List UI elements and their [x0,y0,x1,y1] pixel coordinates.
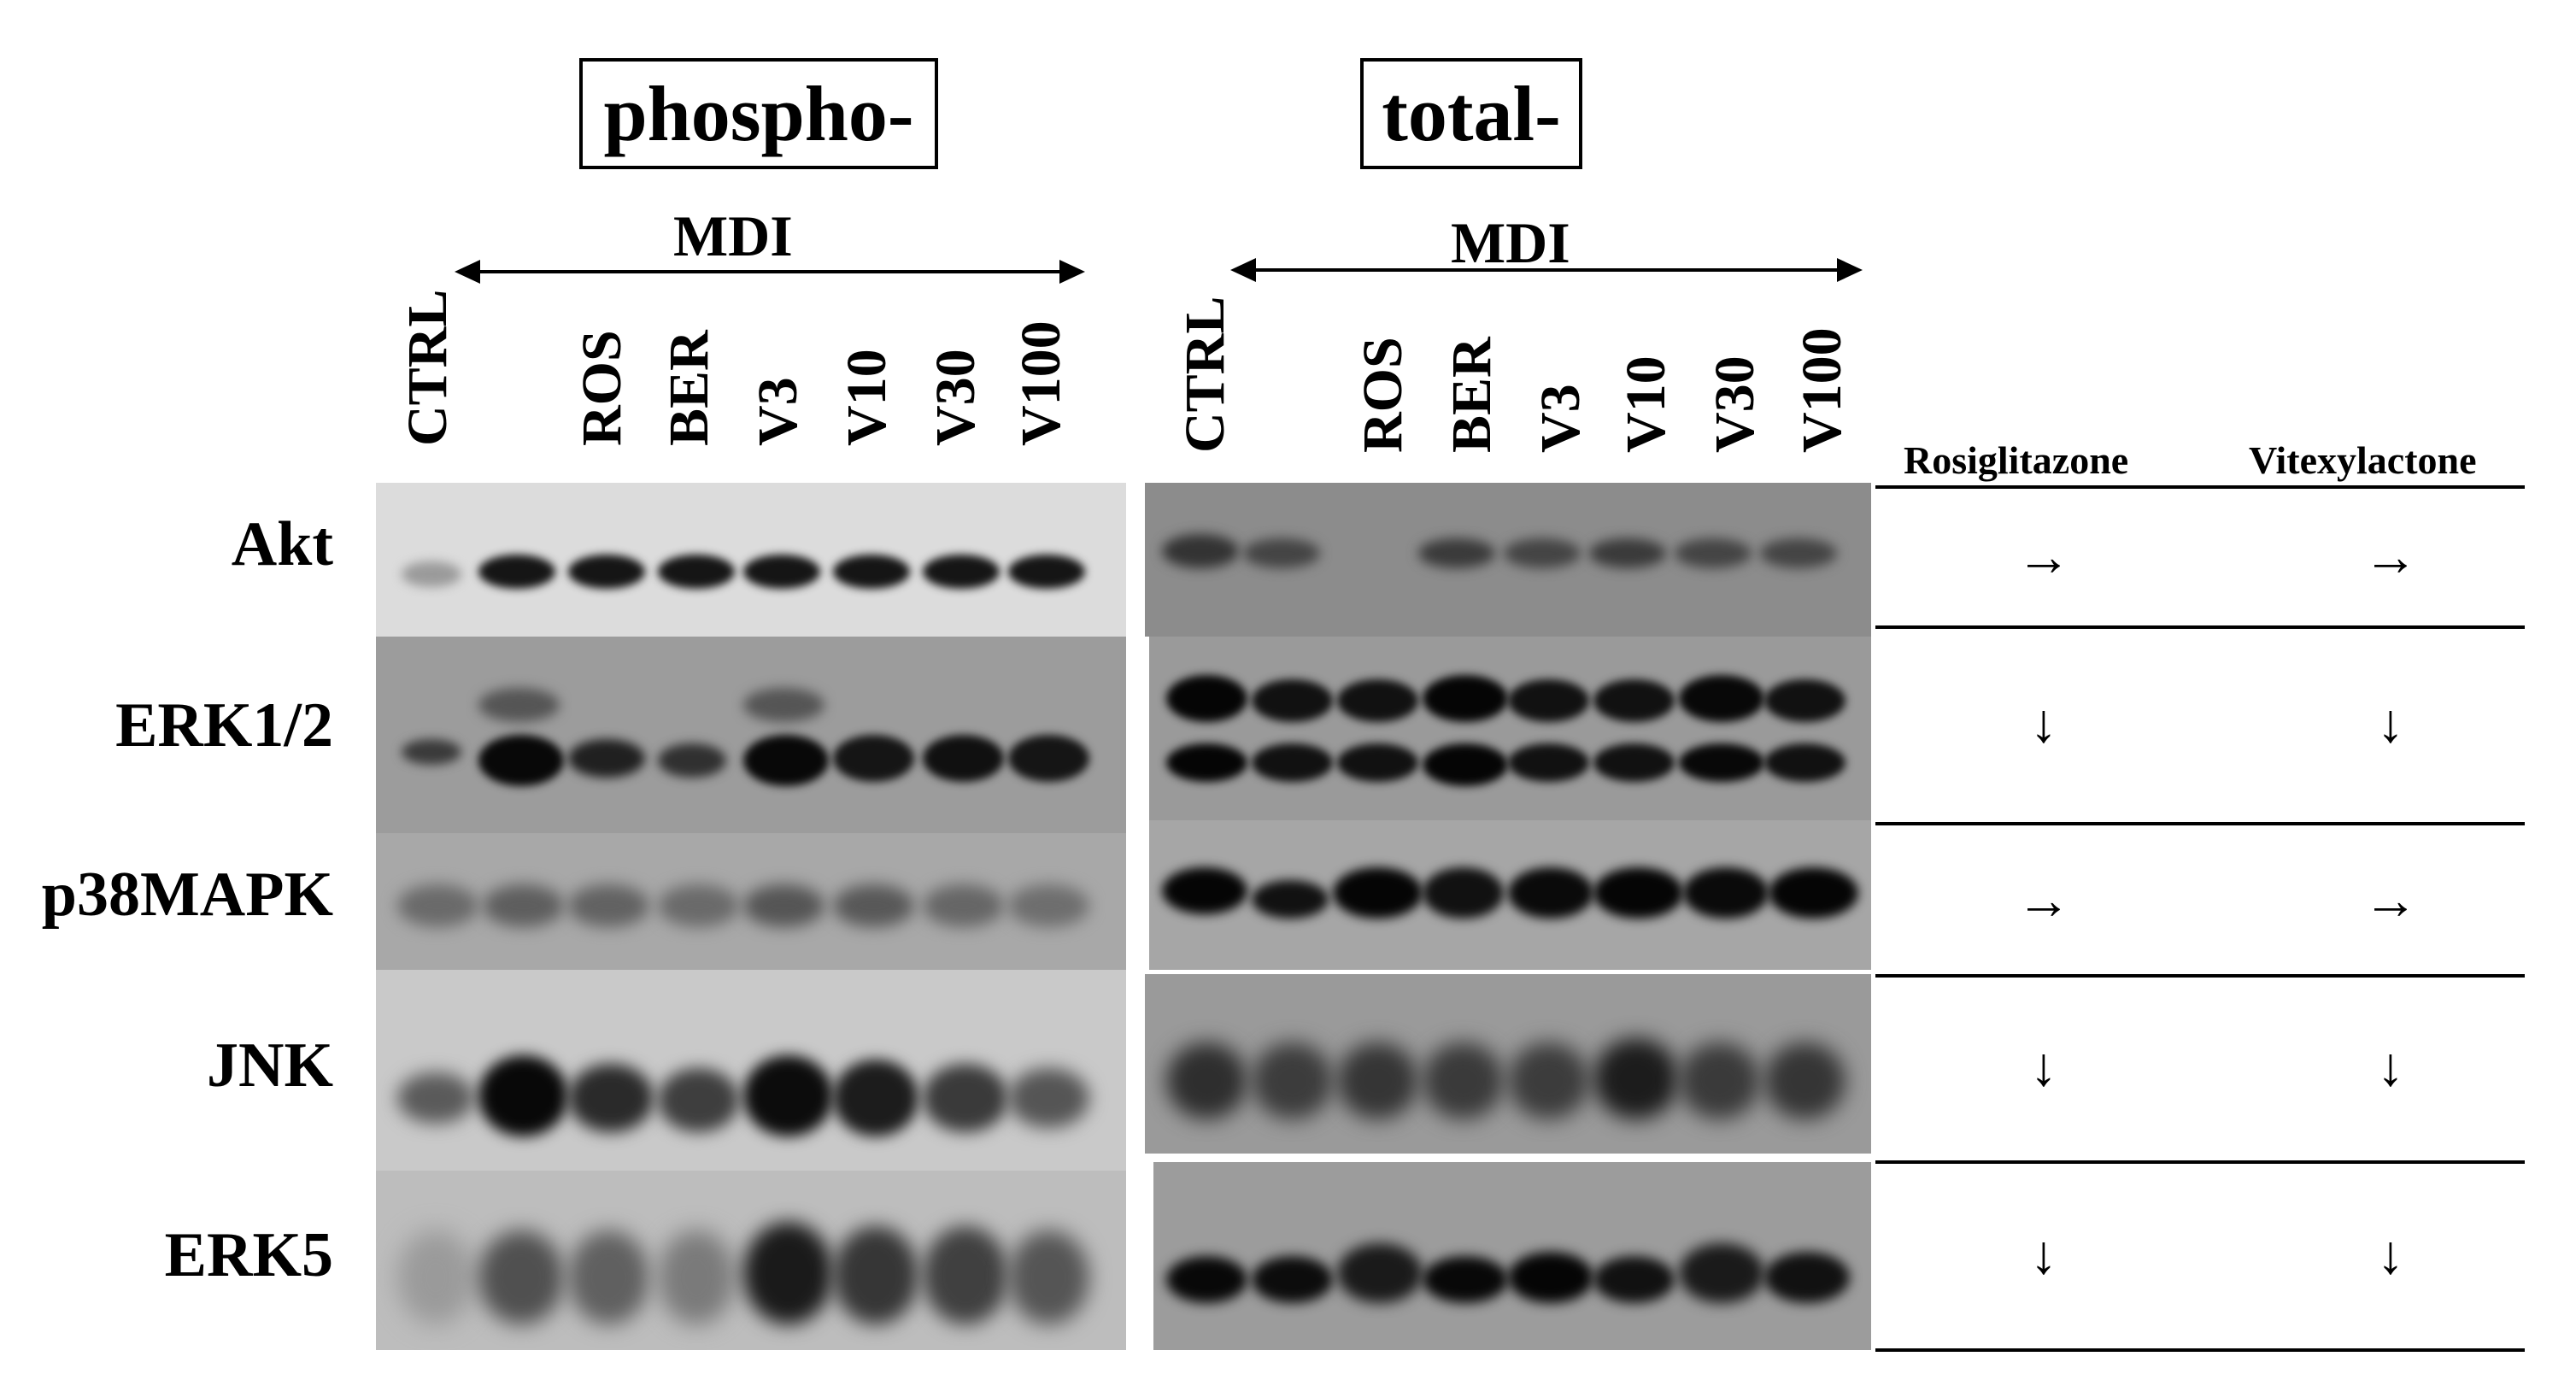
lane-label-v100: V100 [1791,327,1853,453]
row-label-erk5: ERK5 [164,1220,333,1290]
mdi-label-total: MDI [1451,210,1570,275]
lane-label-v100: V100 [1010,320,1072,446]
lane-label-ros: ROS [571,330,633,446]
table-cell-erk5-rosiglitazone: ↓ [2030,1224,2057,1285]
blot-phospho-erk5 [376,1171,1126,1350]
lane-label-ber: BER [658,330,720,446]
row-label-p38mapk: p38MAPK [41,860,333,930]
table-rule [1875,974,2525,978]
table-cell-erk12-rosiglitazone: ↓ [2030,693,2057,754]
lane-label-v3: V3 [1529,384,1592,453]
blot-phospho-p38mapk [376,833,1126,970]
lane-label-v3: V3 [747,377,809,446]
lane-label-v30: V30 [1704,355,1766,453]
table-cell-jnk-rosiglitazone: ↓ [2030,1036,2057,1097]
blot-total-jnk [1145,974,1871,1154]
lane-label-v30: V30 [924,349,987,446]
table-rule [1875,625,2525,629]
phospho-panel-title: phospho- [579,58,938,169]
lane-label-ros: ROS [1352,337,1414,453]
lane-label-ctrl: CTRL [396,289,459,446]
blot-total-p38mapk [1149,820,1871,970]
blot-total-erk5 [1153,1162,1871,1350]
total-panel-title: total- [1360,58,1582,169]
blot-phospho-jnk [376,970,1126,1171]
row-label-akt: Akt [231,509,333,579]
table-header-rosiglitazone: Rosiglitazone [1904,438,2129,482]
table-cell-akt-vitexylactone: → [2363,526,2418,587]
row-label-erk12: ERK1/2 [115,690,333,760]
table-rule [1875,485,2525,489]
mdi-label-phospho: MDI [673,203,793,268]
table-cell-erk12-vitexylactone: ↓ [2377,693,2404,754]
table-cell-p38mapk-vitexylactone: → [2363,870,2418,931]
lane-label-v10: V10 [836,349,898,446]
blot-phospho-akt [376,483,1126,637]
table-cell-akt-rosiglitazone: → [2016,526,2071,587]
lane-label-ber: BER [1441,337,1503,453]
blot-phospho-erk12 [376,637,1126,833]
lane-label-v10: V10 [1615,355,1677,453]
table-rule [1875,1160,2525,1164]
table-cell-jnk-vitexylactone: ↓ [2377,1036,2404,1097]
table-cell-p38mapk-rosiglitazone: → [2016,870,2071,931]
row-label-jnk: JNK [207,1030,333,1101]
table-header-vitexylactone: Vitexylactone [2249,438,2477,482]
table-cell-erk5-vitexylactone: ↓ [2377,1224,2404,1285]
blot-total-akt [1145,483,1871,637]
table-rule [1875,822,2525,825]
blot-total-erk12 [1149,637,1871,820]
table-rule [1875,1348,2525,1352]
lane-label-ctrl: CTRL [1174,296,1236,453]
